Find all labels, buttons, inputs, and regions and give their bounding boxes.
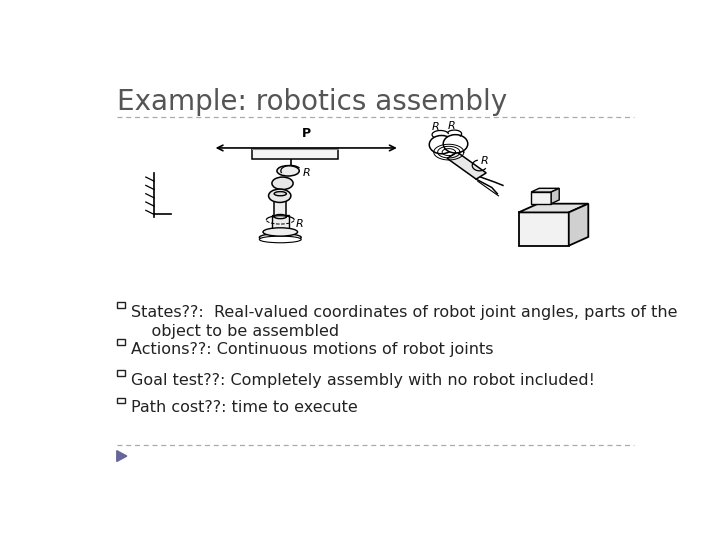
Bar bbox=[518, 212, 569, 246]
Bar bbox=[272, 215, 289, 232]
Circle shape bbox=[429, 136, 454, 154]
Ellipse shape bbox=[272, 177, 293, 190]
Polygon shape bbox=[447, 152, 486, 179]
Ellipse shape bbox=[274, 214, 287, 219]
Bar bbox=[117, 302, 125, 308]
Bar bbox=[117, 339, 125, 345]
Polygon shape bbox=[569, 204, 588, 246]
FancyBboxPatch shape bbox=[252, 149, 338, 159]
Text: R: R bbox=[448, 122, 456, 131]
Text: R: R bbox=[481, 156, 488, 166]
Bar bbox=[117, 370, 125, 376]
Polygon shape bbox=[552, 188, 559, 204]
Text: R: R bbox=[303, 168, 311, 178]
Bar bbox=[531, 192, 552, 204]
Text: Path cost??: time to execute: Path cost??: time to execute bbox=[131, 401, 358, 415]
Polygon shape bbox=[531, 188, 559, 192]
Text: P: P bbox=[302, 127, 311, 140]
Polygon shape bbox=[518, 204, 588, 212]
Ellipse shape bbox=[274, 192, 287, 196]
Ellipse shape bbox=[259, 234, 301, 241]
Ellipse shape bbox=[259, 236, 301, 243]
Text: R: R bbox=[295, 219, 303, 228]
Polygon shape bbox=[117, 451, 127, 462]
Bar bbox=[274, 194, 287, 217]
Text: R: R bbox=[432, 122, 440, 132]
Text: States??:  Real-valued coordinates of robot joint angles, parts of the
    objec: States??: Real-valued coordinates of rob… bbox=[131, 305, 678, 339]
Bar bbox=[117, 397, 125, 403]
Text: Example: robotics assembly: Example: robotics assembly bbox=[117, 87, 507, 116]
Text: Actions??: Continuous motions of robot joints: Actions??: Continuous motions of robot j… bbox=[131, 342, 494, 357]
Circle shape bbox=[444, 134, 468, 153]
Ellipse shape bbox=[269, 189, 291, 202]
Ellipse shape bbox=[263, 228, 297, 236]
Ellipse shape bbox=[277, 166, 300, 176]
Text: Goal test??: Completely assembly with no robot included!: Goal test??: Completely assembly with no… bbox=[131, 373, 595, 388]
